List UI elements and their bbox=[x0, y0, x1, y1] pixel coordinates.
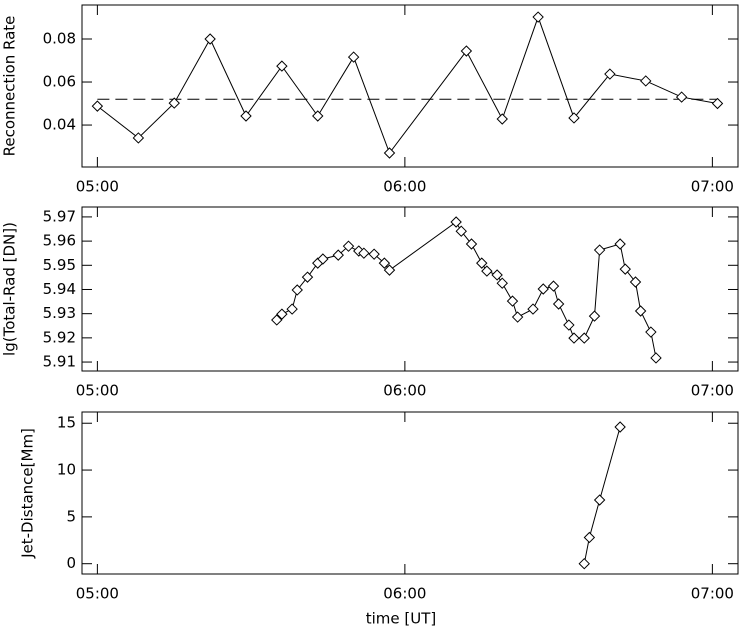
marker bbox=[286, 303, 298, 315]
y-tick-label: 5.93 bbox=[43, 304, 76, 322]
x-tick-label: 06:00 bbox=[383, 585, 426, 603]
marker bbox=[650, 352, 662, 364]
marker bbox=[342, 240, 355, 252]
marker bbox=[496, 113, 508, 125]
x-tick-label: 06:00 bbox=[383, 382, 426, 400]
marker bbox=[568, 112, 580, 124]
marker bbox=[578, 557, 590, 570]
marker bbox=[347, 51, 360, 63]
panel: 05:00 06:00 07:00 5.91 5.92 5.93 5.94 5.95 5.96 5… bbox=[1, 206, 739, 400]
x-axis-label: time [UT] bbox=[366, 610, 437, 628]
marker bbox=[640, 75, 652, 87]
marker bbox=[511, 311, 524, 323]
data-line bbox=[97, 15, 718, 155]
y-axis-label: Jet-Distance[Mm] bbox=[19, 428, 37, 559]
marker bbox=[675, 91, 688, 103]
marker bbox=[383, 264, 396, 276]
marker bbox=[583, 531, 596, 544]
x-tick-label: 05:00 bbox=[76, 382, 119, 400]
marker bbox=[547, 280, 560, 292]
marker bbox=[645, 326, 657, 338]
marker bbox=[629, 276, 642, 288]
marker bbox=[578, 332, 590, 344]
y-tick-label: 5.95 bbox=[43, 256, 76, 274]
marker bbox=[537, 283, 549, 295]
marker bbox=[317, 253, 329, 265]
marker bbox=[312, 110, 324, 122]
x-tick-label: 07:00 bbox=[691, 382, 734, 400]
y-tick-label: 5.96 bbox=[43, 232, 76, 250]
marker bbox=[604, 68, 616, 80]
marker bbox=[378, 257, 391, 269]
y-tick-label: 0 bbox=[66, 554, 76, 572]
marker bbox=[593, 244, 606, 256]
y-tick-label: 5.92 bbox=[43, 328, 76, 346]
plot-frame bbox=[81, 4, 739, 168]
marker bbox=[358, 247, 370, 259]
panel: 05:00 06:00 07:00 0 5 10 15 Jet-Distance[Mm] tim… bbox=[19, 411, 739, 628]
marker bbox=[491, 269, 503, 281]
plot-frame bbox=[81, 411, 739, 575]
marker bbox=[291, 284, 303, 296]
y-tick-label: 0.08 bbox=[43, 29, 76, 47]
x-tick-label: 07:00 bbox=[691, 178, 734, 196]
panel: 05:00 06:00 07:00 0.04 0.06 0.08 Reconnection … bbox=[1, 4, 739, 196]
marker bbox=[168, 97, 180, 109]
marker bbox=[614, 421, 626, 433]
marker bbox=[332, 249, 344, 261]
marker bbox=[476, 257, 488, 269]
x-tick-label: 05:00 bbox=[76, 585, 119, 603]
y-tick-label: 0.06 bbox=[43, 73, 76, 91]
marker bbox=[552, 298, 565, 310]
data-line bbox=[276, 221, 657, 359]
y-tick-label: 5.94 bbox=[43, 280, 76, 298]
marker bbox=[276, 308, 288, 320]
marker bbox=[204, 33, 216, 45]
marker bbox=[532, 11, 544, 23]
y-axis-label: Reconnection Rate bbox=[1, 16, 19, 157]
data-line bbox=[583, 426, 621, 564]
marker bbox=[481, 265, 493, 277]
marker bbox=[132, 132, 145, 144]
marker bbox=[593, 494, 606, 506]
marker bbox=[614, 238, 626, 250]
marker bbox=[450, 216, 462, 228]
marker bbox=[455, 225, 467, 237]
marker bbox=[619, 263, 631, 275]
marker bbox=[506, 295, 519, 307]
marker bbox=[465, 238, 478, 250]
marker bbox=[460, 45, 473, 57]
y-tick-label: 0.04 bbox=[43, 116, 76, 134]
plot-frame bbox=[81, 206, 739, 372]
marker bbox=[496, 277, 508, 289]
marker bbox=[368, 248, 380, 260]
y-tick-label: 10 bbox=[57, 461, 76, 479]
marker bbox=[271, 314, 283, 326]
y-tick-label: 5 bbox=[66, 507, 76, 525]
y-tick-label: 5.91 bbox=[43, 353, 76, 371]
marker bbox=[588, 310, 601, 322]
x-tick-label: 05:00 bbox=[76, 178, 119, 196]
marker bbox=[527, 303, 539, 315]
marker bbox=[711, 97, 724, 110]
marker bbox=[634, 305, 647, 317]
y-axis-label: lg(Total-Rad [DN]) bbox=[1, 222, 19, 356]
marker bbox=[563, 319, 575, 331]
x-tick-label: 07:00 bbox=[691, 585, 734, 603]
marker bbox=[240, 110, 252, 122]
y-tick-label: 15 bbox=[57, 414, 76, 432]
x-tick-label: 06:00 bbox=[383, 178, 426, 196]
marker bbox=[91, 100, 104, 112]
marker bbox=[568, 332, 580, 344]
marker bbox=[276, 60, 288, 72]
marker bbox=[301, 271, 314, 283]
marker bbox=[383, 147, 396, 159]
y-tick-label: 5.97 bbox=[43, 207, 76, 225]
